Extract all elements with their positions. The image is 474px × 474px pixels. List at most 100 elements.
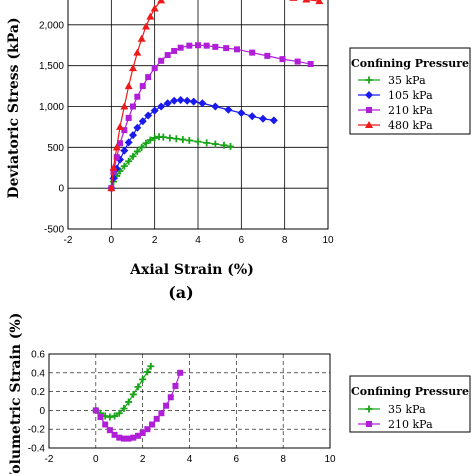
chart-b-legend-items: 35 kPa 210 kPa bbox=[358, 403, 433, 431]
data-point bbox=[211, 140, 219, 148]
chart-b-tick-labels: -0.4 -0.2 0 0.2 0.4 0.6 -2 0 2 4 6 8 10 bbox=[28, 350, 336, 466]
data-point bbox=[120, 102, 129, 110]
data-point bbox=[125, 435, 132, 442]
series-480-kpa bbox=[107, 0, 324, 192]
data-point bbox=[134, 383, 142, 391]
data-point bbox=[179, 136, 187, 144]
y-tick-label: 0.4 bbox=[31, 368, 45, 379]
y-tick-label: 0 bbox=[58, 184, 64, 195]
data-point bbox=[177, 369, 184, 376]
series-line bbox=[110, 0, 320, 189]
data-point bbox=[234, 46, 240, 53]
data-point bbox=[164, 52, 171, 59]
chart-a-legend-items: 35 kPa 105 kPa 210 kPa 480 kPa bbox=[358, 74, 433, 132]
series-line bbox=[110, 44, 311, 189]
data-point bbox=[144, 111, 153, 120]
data-point bbox=[144, 426, 151, 433]
data-point bbox=[146, 136, 154, 144]
data-point bbox=[163, 402, 170, 409]
legend-marker bbox=[365, 76, 373, 84]
legend-marker bbox=[366, 107, 372, 113]
data-point bbox=[139, 83, 146, 90]
data-point bbox=[106, 427, 113, 434]
data-point bbox=[97, 413, 104, 420]
data-point bbox=[125, 398, 133, 406]
chart-a-legend: Confining Pressure 35 kPa 105 kPa 210 kPa 4… bbox=[349, 47, 471, 135]
data-point bbox=[176, 95, 185, 104]
x-tick-label: 2 bbox=[152, 235, 158, 246]
y-tick-label: 0.2 bbox=[31, 387, 45, 398]
data-point bbox=[129, 390, 137, 398]
series-210-kpa bbox=[92, 369, 184, 442]
chart-a-grid bbox=[67, 0, 329, 230]
data-point bbox=[177, 44, 184, 51]
data-point bbox=[125, 114, 132, 121]
x-tick-label: 4 bbox=[187, 454, 193, 465]
data-point bbox=[264, 52, 271, 59]
y-tick-label: 500 bbox=[47, 143, 64, 154]
data-point bbox=[109, 174, 118, 183]
legend-label: 35 kPa bbox=[388, 74, 426, 87]
data-point bbox=[220, 141, 228, 149]
y-tick-label: -0.2 bbox=[28, 425, 46, 436]
legend-label: 105 kPa bbox=[388, 89, 433, 102]
data-point bbox=[172, 135, 180, 143]
data-point bbox=[115, 409, 123, 417]
data-point bbox=[150, 4, 159, 12]
data-point bbox=[102, 421, 109, 428]
data-point bbox=[109, 163, 118, 171]
legend-marker bbox=[366, 421, 372, 427]
data-point bbox=[116, 122, 124, 130]
data-point bbox=[158, 57, 165, 64]
data-point bbox=[194, 138, 202, 146]
x-tick-label: 2 bbox=[140, 454, 146, 465]
data-point bbox=[133, 123, 142, 132]
data-point bbox=[111, 412, 119, 420]
data-point bbox=[195, 42, 201, 49]
data-point bbox=[166, 134, 174, 142]
chart-b-grid bbox=[48, 353, 331, 449]
data-point bbox=[145, 74, 152, 81]
data-point bbox=[203, 42, 210, 49]
series-35-kpa bbox=[92, 362, 155, 421]
data-point bbox=[116, 434, 123, 441]
data-point bbox=[248, 112, 257, 121]
data-point bbox=[125, 157, 133, 165]
chart-a-series bbox=[107, 0, 324, 193]
data-point bbox=[170, 96, 179, 105]
chart-a-x-axis-title: Axial Strain (%) bbox=[129, 262, 254, 278]
data-point bbox=[138, 143, 146, 151]
legend-label: 210 kPa bbox=[388, 418, 433, 431]
data-point bbox=[163, 99, 172, 108]
data-point bbox=[203, 139, 211, 147]
data-point bbox=[120, 435, 127, 442]
x-tick-label: -2 bbox=[45, 454, 54, 465]
data-point bbox=[112, 143, 121, 151]
data-point bbox=[249, 49, 256, 56]
x-tick-label: -2 bbox=[64, 235, 73, 246]
legend-label: 35 kPa bbox=[388, 403, 426, 416]
data-point bbox=[158, 410, 165, 417]
data-point bbox=[153, 415, 160, 422]
x-tick-label: 8 bbox=[282, 235, 288, 246]
legend-marker bbox=[365, 91, 373, 99]
chart-b-y-axis-title: Volumetric Strain (%) bbox=[8, 313, 24, 474]
series-line bbox=[110, 99, 274, 189]
series-105-kpa bbox=[107, 95, 278, 193]
chart-a-y-axis-title: Deviatoric Stress (kPa) bbox=[6, 17, 22, 198]
data-point bbox=[157, 102, 166, 111]
data-point bbox=[289, 0, 298, 1]
chart-b-legend: Confining Pressure 35 kPa 210 kPa bbox=[349, 375, 471, 433]
chart-a-panel-label: (a) bbox=[168, 283, 194, 302]
data-point bbox=[124, 82, 133, 90]
data-point bbox=[198, 99, 207, 108]
data-point bbox=[185, 136, 193, 144]
data-point bbox=[143, 368, 151, 376]
data-point bbox=[151, 65, 158, 72]
data-point bbox=[120, 162, 128, 170]
data-point bbox=[227, 143, 234, 151]
y-tick-label: 1,500 bbox=[39, 61, 64, 72]
y-tick-label: -0.4 bbox=[28, 444, 46, 455]
